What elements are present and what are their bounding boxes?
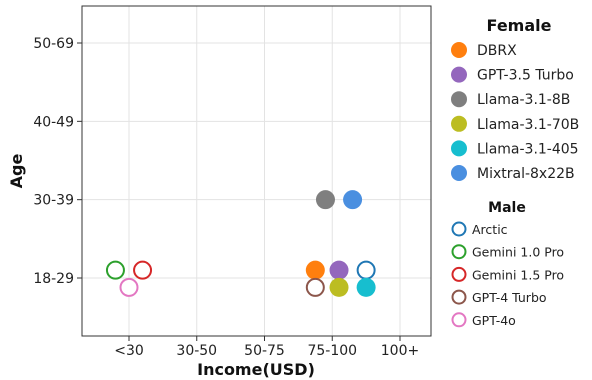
legend-marker-gpt-4-turbo (451, 289, 467, 305)
legend-label-llama-3-1-8b: Llama-3.1-8B (477, 92, 570, 108)
legend-marker-gemini-1-5-pro (451, 266, 467, 282)
legend-label-gemini-1-5-pro: Gemini 1.5 Pro (472, 267, 564, 282)
x-tick-label: 30-50 (176, 343, 217, 359)
x-tick-label: 50-75 (244, 343, 285, 359)
x-tick-label: 100+ (381, 343, 419, 359)
legend-marker-arctic (451, 221, 467, 237)
y-tick-label: 30-39 (33, 193, 74, 209)
legend-title-female: Female (487, 16, 552, 35)
legend: Female DBRX GPT-3.5 Turbo Llama-3.1-8B Llama… (451, 16, 579, 328)
legend-marker-gpt-3-5-turbo (451, 66, 467, 83)
x-axis-title: Income(USD) (197, 360, 315, 379)
legend-label-mixtral-8x22b: Mixtral-8x22B (477, 166, 575, 182)
y-tick-label: 40-49 (33, 114, 74, 130)
grid (82, 6, 431, 336)
point-gpt-4o (119, 277, 139, 297)
legend-marker-llama-3-1-70b (451, 115, 467, 132)
point-gpt-4-turbo (305, 277, 325, 297)
point-llama-3-1-8b (315, 190, 335, 210)
plot-frame (81, 5, 432, 337)
legend-label-llama-3-1-70b: Llama-3.1-70B (477, 117, 579, 133)
legend-title-male: Male (488, 200, 526, 216)
y-tick-label: 18-29 (33, 271, 74, 287)
point-dbrx (305, 260, 325, 280)
legend-marker-mixtral-8x22b (451, 165, 467, 181)
point-arctic (356, 260, 376, 280)
legend-label-gpt-4-turbo: GPT-4 Turbo (472, 290, 547, 305)
legend-label-arctic: Arctic (472, 222, 508, 237)
point-llama-3-1-405 (356, 277, 376, 297)
legend-marker-llama-3-1-405 (451, 140, 467, 157)
point-gpt-3-5-turbo (329, 260, 349, 280)
legend-label-llama-3-1-405: Llama-3.1-405 (477, 141, 579, 157)
legend-label-gemini-1-0-pro: Gemini 1.0 Pro (472, 245, 564, 260)
legend-marker-llama-3-1-8b (451, 91, 467, 108)
data-points (105, 190, 376, 297)
point-llama-3-1-70b (329, 277, 349, 297)
point-gemini-1-5-pro (133, 260, 153, 280)
x-tick-label: <30 (114, 343, 144, 359)
point-gemini-1-0-pro (105, 260, 125, 280)
y-tick-label: 50-69 (33, 36, 74, 52)
legend-label-gpt-3-5-turbo: GPT-3.5 Turbo (477, 68, 574, 84)
legend-marker-gpt-4o (451, 312, 467, 328)
point-mixtral-8x22b (343, 190, 363, 210)
x-tick-label: 75-100 (307, 343, 357, 359)
x-axis-ticks: <30 30-50 50-75 75-100 100+ (114, 336, 419, 359)
y-axis-title: Age (7, 154, 26, 189)
legend-label-gpt-4o: GPT-4o (472, 313, 516, 328)
legend-marker-dbrx (451, 42, 467, 58)
y-axis-ticks: 18-29 30-39 40-49 50-69 (33, 36, 82, 287)
legend-label-dbrx: DBRX (477, 43, 517, 59)
legend-marker-gemini-1-0-pro (451, 244, 467, 260)
